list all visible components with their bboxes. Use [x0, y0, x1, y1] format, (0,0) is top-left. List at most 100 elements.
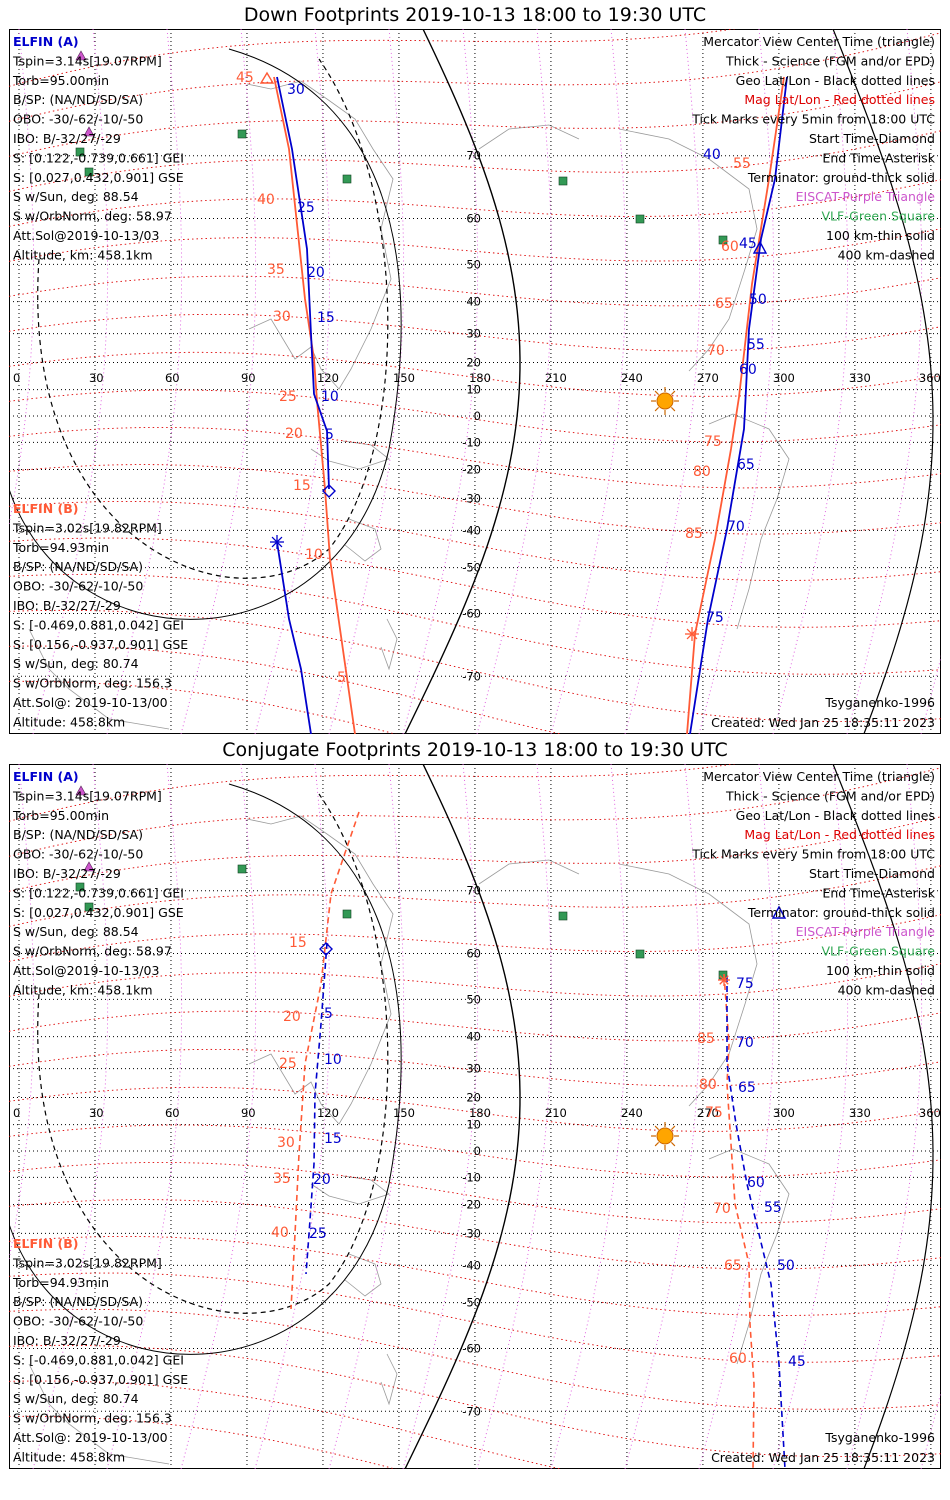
mag-parallel [9, 464, 941, 535]
elfin-b-info-line: Torb=94.93min [12, 1275, 109, 1290]
eiscat-triangle [75, 785, 87, 796]
sun-icon [651, 387, 679, 415]
legend: Mercator View Center Time (triangle) Thic… [691, 769, 936, 997]
lat-tick-label: -30 [462, 1226, 481, 1240]
legend-line: VLF-Green Square [821, 209, 935, 224]
vlf-stations [75, 864, 728, 980]
map-svg: 0 30 60 90 120 150 180 210 240 270 300 330 360706050… [9, 29, 941, 734]
elfin-a-info-line: IBO: B/-32/27/-29 [13, 131, 121, 146]
legend-line: Terminator: ground-thick solid [747, 170, 935, 185]
coastline [478, 859, 580, 885]
vlf-square [342, 174, 352, 184]
mag-parallel [9, 1199, 941, 1270]
track-a-time-label: 75 [736, 976, 754, 992]
elfin-b-info-line: OBO: -30/-62/-10/-50 [13, 579, 143, 594]
lat-tick-label: 0 [474, 409, 481, 423]
lat-tick-label: 20 [466, 1091, 481, 1105]
terminator [9, 764, 934, 1469]
coastline [708, 1148, 790, 1365]
track-a-time-label: 10 [321, 389, 339, 405]
mag-parallel [9, 645, 563, 734]
mag-parallel [9, 275, 941, 307]
track-a-time-label: 10 [324, 1052, 342, 1068]
center-time-triangle [752, 240, 768, 254]
sun-ray [670, 406, 676, 412]
elfin-a-info-line: Tspin=3.14s[19.07RPM] [12, 788, 162, 803]
elfin-b-info-line: S: [0.156,-0.937,0.901] GSE [13, 637, 188, 652]
mag-parallel [9, 32, 941, 122]
legend-line: Start Time-Diamond [809, 866, 935, 881]
coastline [310, 1175, 390, 1205]
coastline [246, 815, 394, 1125]
lat-tick-label: 50 [466, 257, 481, 271]
start-time-diamond [322, 484, 336, 498]
lon-tick-label: 0 [13, 1106, 20, 1120]
mag-parallel [9, 81, 941, 157]
elfin-b-info-line: IBO: B/-32/27/-29 [13, 1333, 121, 1348]
terminator-line [832, 29, 934, 734]
coastline [708, 413, 790, 630]
lat-tick-label: 10 [466, 383, 481, 397]
sun-ray [670, 1141, 676, 1147]
track-a-time-label: 45 [788, 1354, 806, 1370]
track-a-time-label: 55 [764, 1200, 782, 1216]
track-elfin-a-right [689, 76, 788, 734]
elfin-b-info: ELFIN (B) Tspin=3.02s[19.82RPM] Torb=94.93… [12, 1236, 188, 1464]
vlf-square [558, 176, 568, 186]
elfin-b-info-line: S: [0.156,-0.937,0.901] GSE [13, 1372, 188, 1387]
legend-line: End Time-Asterisk [822, 150, 935, 165]
track-a-time-label: 15 [317, 310, 335, 326]
page-title: Down Footprints 2019-10-13 18:00 to 19:3… [243, 4, 707, 26]
eiscat-stations [75, 785, 95, 872]
lon-tick-label: 240 [621, 371, 643, 385]
start-time-diamond [319, 942, 333, 956]
lat-tick-label: 70 [466, 149, 481, 163]
axis-labels: 0 30 60 90 120 150 180 210 240 270 300 330 360706050… [13, 884, 941, 1419]
lat-tick-label: 30 [466, 327, 481, 341]
mag-parallel [9, 963, 941, 997]
center-time-triangle [771, 905, 787, 919]
lat-tick-label: 0 [474, 1144, 481, 1158]
elfin-a-info: ELFIN (A) Tspin=3.14s[19.07RPM] Torb=95.00… [12, 34, 184, 262]
terminator-400km [37, 793, 389, 1314]
terminator-line [404, 764, 521, 1469]
track-b-time-label: 65 [715, 296, 733, 312]
lon-tick-label: 210 [545, 1106, 567, 1120]
mag-parallel [9, 767, 941, 857]
lon-tick-label: 330 [849, 1106, 871, 1120]
model-label: Tsyganenko-1996 [824, 695, 935, 710]
track-b-time-label: 65 [724, 1258, 742, 1274]
legend-line: Thick - Science (FGM and/or EPD) [725, 53, 935, 68]
track-a-time-label: 45 [739, 236, 757, 252]
mag-parallel [9, 914, 941, 962]
track-b-time-label: 85 [697, 1031, 715, 1047]
elfin-b-info-line: Altitude: 458.8km [13, 714, 125, 729]
elfin-a-info-line: Att.Sol@2019-10-13/03 [13, 228, 159, 243]
lat-tick-label: -20 [462, 462, 481, 476]
lat-tick-label: -40 [462, 1258, 481, 1272]
elfin-a-info-line: Altitude, km: 458.1km [13, 982, 153, 997]
mag-parallel [9, 816, 941, 892]
vlf-square [635, 214, 645, 224]
legend-line: Tick Marks every 5min from 18:00 UTC [691, 112, 935, 127]
vlf-square [75, 882, 85, 892]
elfin-a-info-line: Torb=95.00min [12, 808, 109, 823]
lon-tick-label: 300 [773, 1106, 795, 1120]
mag-parallel [9, 1086, 941, 1132]
track-b-time-label: 20 [283, 1009, 301, 1025]
track-a-time-label: 5 [324, 1006, 333, 1022]
terminator-line [404, 29, 521, 734]
elfin-b-label: ELFIN (B) [13, 501, 78, 516]
coastline [28, 1363, 170, 1465]
lat-tick-label: -70 [462, 1404, 481, 1418]
mag-parallel [9, 179, 941, 227]
legend-line: Geo Lat/Lon - Black dotted lines [736, 73, 935, 88]
track-elfin-b-right [723, 973, 755, 1469]
track-a-time-label: 65 [738, 1080, 756, 1096]
conjugate-footprints-map: 0 30 60 90 120 150 180 210 240 270 300 330 360 70 60 50… [9, 764, 941, 1469]
lat-tick-label: -60 [462, 1342, 481, 1356]
mag-parallel [9, 1124, 941, 1178]
elfin-b-info-line: S w/Sun, deg: 80.74 [13, 1391, 139, 1406]
center-time-triangle [259, 71, 275, 84]
track-a-time-label: 20 [313, 1172, 331, 1188]
